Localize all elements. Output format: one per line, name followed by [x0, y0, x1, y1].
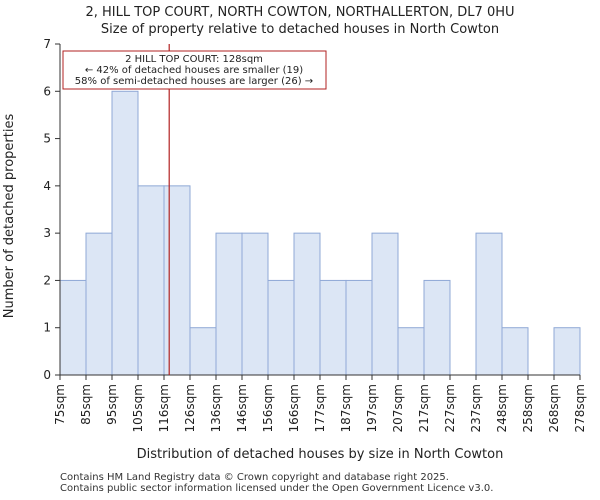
x-tick-label: 156sqm [261, 384, 275, 432]
y-axis-label: Number of detached properties [2, 114, 17, 319]
x-tick-label: 85sqm [79, 384, 93, 425]
bar-105sqm [137, 185, 165, 376]
x-tick-label: 258sqm [521, 384, 535, 432]
chart-svg: 2, HILL TOP COURT, NORTH COWTON, NORTHAL… [2, 5, 587, 462]
bar-156sqm [267, 279, 295, 376]
bar-95sqm [111, 90, 139, 376]
bar-207sqm [397, 327, 425, 376]
bar-197sqm [371, 232, 399, 376]
bar-237sqm [475, 232, 503, 376]
bar-75sqm [59, 279, 87, 376]
bar-177sqm [319, 279, 347, 376]
x-tick-label: 166sqm [287, 384, 301, 432]
bar-187sqm [345, 279, 373, 376]
x-tick-label: 105sqm [131, 384, 145, 432]
x-tick-label: 187sqm [339, 384, 353, 432]
y-tick-label: 5 [43, 132, 51, 146]
bar-248sqm [501, 327, 529, 376]
y-tick-label: 1 [43, 321, 51, 335]
x-tick-label: 146sqm [235, 384, 249, 432]
annotation-line-1: 2 HILL TOP COURT: 128sqm [125, 54, 263, 65]
chart-title: 2, HILL TOP COURT, NORTH COWTON, NORTHAL… [85, 5, 514, 20]
bar-85sqm [85, 232, 113, 376]
x-tick-label: 207sqm [391, 384, 405, 432]
x-tick-label: 136sqm [209, 384, 223, 432]
y-tick-label: 3 [43, 226, 51, 240]
x-tick-label: 217sqm [417, 384, 431, 432]
y-axis: 0 1 2 3 4 5 6 7 [43, 37, 61, 382]
x-axis-label: Distribution of detached houses by size … [137, 447, 504, 462]
y-tick-label: 4 [43, 179, 51, 193]
bar-146sqm [241, 232, 269, 376]
x-tick-label: 248sqm [495, 384, 509, 432]
y-tick-label: 6 [43, 84, 51, 98]
x-tick-label: 237sqm [469, 384, 483, 432]
footer: Contains HM Land Registry data © Crown c… [60, 472, 493, 494]
chart-subtitle: Size of property relative to detached ho… [101, 22, 499, 37]
annotation-box [62, 50, 327, 90]
bar-136sqm [215, 232, 243, 376]
annotation-line-2: ← 42% of detached houses are smaller (19… [85, 65, 303, 76]
y-tick-label: 7 [43, 37, 51, 51]
footer-line-2: Contains public sector information licen… [60, 483, 494, 494]
x-tick-label: 278sqm [573, 384, 587, 432]
x-tick-label: 75sqm [53, 384, 67, 425]
y-tick-label: 2 [43, 273, 51, 287]
annotation-line-3: 58% of semi-detached houses are larger (… [75, 76, 313, 87]
x-axis: 75sqm 85sqm 95sqm 105sqm 116sqm 126sqm 136sqm 1… [53, 374, 587, 432]
x-tick-label: 268sqm [547, 384, 561, 432]
bar-166sqm [293, 232, 321, 376]
x-tick-label: 227sqm [443, 384, 457, 432]
x-tick-label: 177sqm [313, 384, 327, 432]
bar-126sqm [189, 327, 217, 376]
bar-116sqm [163, 185, 191, 376]
footer-line-1: Contains HM Land Registry data © Crown c… [60, 472, 449, 483]
marker-group: 2 HILL TOP COURT: 128sqm← 42% of detache… [62, 44, 327, 375]
bars-group [59, 90, 581, 376]
bar-217sqm [423, 279, 451, 376]
x-tick-label: 126sqm [183, 384, 197, 432]
x-tick-label: 95sqm [105, 384, 119, 425]
y-tick-label: 0 [43, 368, 51, 382]
bar-268sqm [553, 327, 581, 376]
x-tick-label: 116sqm [157, 384, 171, 432]
x-tick-label: 197sqm [365, 384, 379, 432]
